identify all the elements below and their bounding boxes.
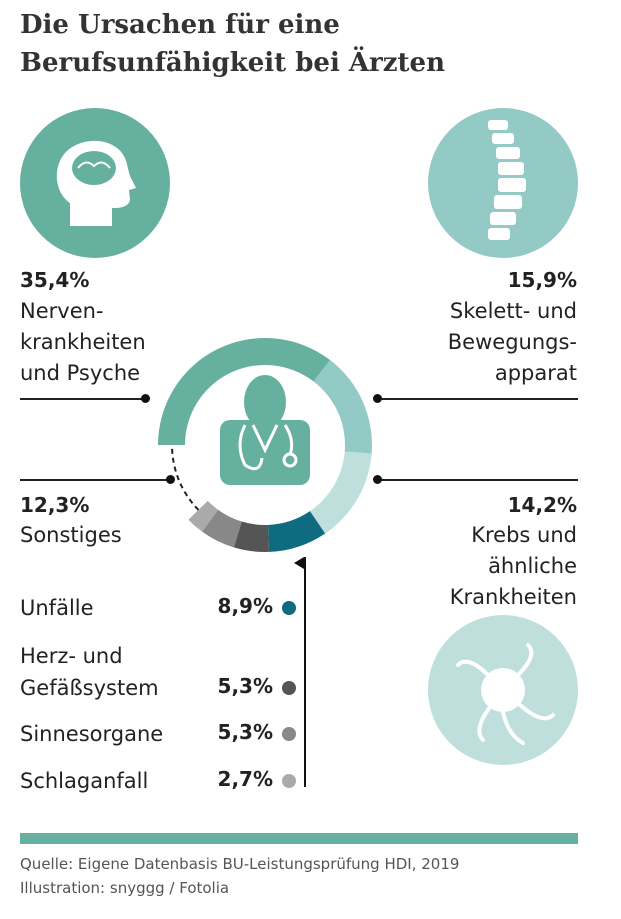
donut-segment	[202, 509, 242, 548]
label-line: Krebs und	[471, 523, 577, 547]
krebs-label: Krebs und ähnliche Krankheiten	[450, 520, 577, 613]
spine-icon	[428, 108, 578, 258]
donut-chart	[158, 338, 372, 552]
legend-label: Sinnesorgane	[20, 718, 163, 750]
legend-value: 8,9%	[217, 594, 273, 618]
donut-segment	[268, 511, 326, 552]
label-line: apparat	[494, 361, 577, 385]
donut-segment	[233, 521, 270, 552]
donut-segment	[309, 451, 372, 534]
legend-label: Schlaganfall	[20, 765, 148, 797]
donut-segment-sonstiges-dashed	[171, 444, 200, 511]
head-brain-icon	[20, 108, 170, 258]
label-line: und Psyche	[20, 361, 141, 385]
leader-dot	[166, 475, 175, 484]
title-line: Berufsunfähigkeit bei Ärzten	[20, 48, 445, 78]
legend-color-dot	[282, 774, 296, 788]
nerven-label: Nerven-krankheiten und Psyche	[20, 296, 146, 389]
sonstiges-leader-line	[20, 479, 170, 481]
label-line: Unfälle	[20, 596, 94, 620]
leader-dot	[373, 394, 382, 403]
legend-label: Unfälle	[20, 592, 94, 624]
label-line: krankheiten	[20, 330, 146, 354]
donut-segment	[313, 360, 372, 454]
legend-value: 5,3%	[217, 674, 273, 698]
label-line: Sinnesorgane	[20, 722, 164, 746]
source-text: Quelle: Eigene Datenbasis BU-Leistungspr…	[20, 855, 460, 873]
label-line: Bewegungs-	[447, 330, 577, 354]
label-line: Herz- und	[20, 644, 123, 668]
legend-color-dot	[282, 727, 296, 741]
legend-value: 2,7%	[217, 767, 273, 791]
legend-value: 5,3%	[217, 720, 273, 744]
skelett-label: Skelett- und Bewegungs-apparat	[448, 296, 577, 389]
nerven-percent: 35,4%	[20, 268, 90, 292]
legend-color-dot	[282, 601, 296, 615]
legend-pointer	[294, 557, 306, 787]
krebs-percent: 14,2%	[507, 493, 577, 517]
nerven-leader-line	[20, 398, 145, 400]
donut-segment	[158, 338, 331, 445]
sonstiges-label: Sonstiges	[20, 523, 122, 547]
label-line: Skelett- und	[449, 299, 577, 323]
label-line: Gefäßsystem	[20, 676, 159, 700]
skelett-percent: 15,9%	[507, 268, 577, 292]
krebs-leader-line	[378, 479, 578, 481]
sonstiges-percent: 12,3%	[20, 493, 90, 517]
donut-segment	[188, 500, 218, 532]
label-line: Nerven-	[20, 299, 104, 323]
leader-dot	[141, 394, 150, 403]
legend-color-dot	[282, 681, 296, 695]
page-title: Die Ursachen für eine Berufsunfähigkeit b…	[20, 6, 445, 82]
label-line: Krankheiten	[449, 585, 577, 609]
title-line: Die Ursachen für eine	[20, 10, 340, 40]
footer-bar	[20, 833, 578, 844]
label-line: ähnliche	[488, 554, 577, 578]
doctor-icon	[220, 375, 310, 485]
label-line: Schlaganfall	[20, 769, 149, 793]
legend-label: Herz- und Gefäßsystem	[20, 640, 159, 704]
germ-icon	[428, 615, 578, 765]
skelett-leader-line	[378, 398, 578, 400]
leader-dot	[373, 475, 382, 484]
illustration-credit: Illustration: snyggg / Fotolia	[20, 879, 230, 897]
